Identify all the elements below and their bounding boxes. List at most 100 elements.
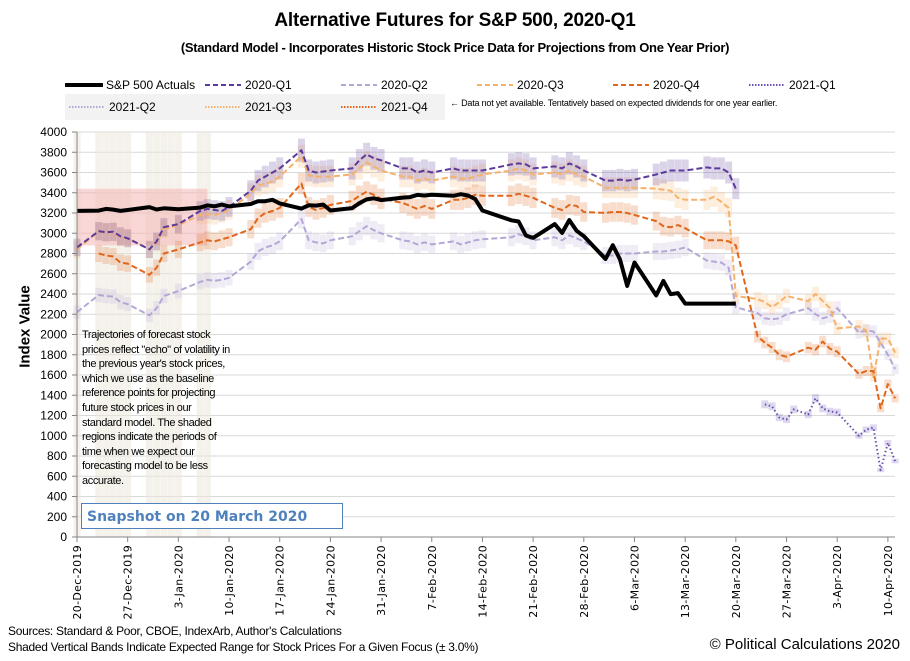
x-tick-label: 14-Feb-2020 bbox=[476, 545, 489, 618]
error-band bbox=[674, 159, 682, 182]
error-band bbox=[775, 349, 783, 361]
legend-item-2021-q3: 2021-Q3 bbox=[204, 98, 292, 116]
error-band bbox=[268, 236, 276, 255]
vertical-shade bbox=[153, 132, 161, 537]
error-band bbox=[399, 231, 407, 250]
legend-item-2021-q4: 2021-Q4 bbox=[340, 98, 428, 116]
error-band bbox=[413, 161, 421, 184]
error-band bbox=[891, 347, 899, 359]
error-band bbox=[768, 402, 776, 411]
shaded-region bbox=[77, 188, 208, 246]
x-tick-labels: 20-Dec-2019 27-Dec-2019 3-Jan-2020 10-Jan-2… bbox=[71, 545, 895, 620]
x-tick-label: 28-Feb-2020 bbox=[578, 545, 591, 618]
error-band bbox=[254, 242, 262, 261]
error-band bbox=[819, 404, 827, 413]
error-band bbox=[406, 195, 414, 216]
legend-swatch-2021-q2 bbox=[69, 106, 105, 108]
y-tick-label: 2200 bbox=[40, 307, 67, 321]
error-band bbox=[355, 185, 363, 207]
error-band bbox=[775, 311, 783, 325]
error-band bbox=[261, 203, 269, 223]
error-band bbox=[363, 181, 371, 203]
error-band bbox=[116, 254, 124, 271]
vertical-shade bbox=[102, 132, 110, 537]
error-band bbox=[377, 159, 385, 182]
chart-subtitle: (Standard Model - Incorporates Historic … bbox=[180, 40, 730, 55]
error-band bbox=[218, 272, 226, 288]
x-tick-label: 13-Mar-2020 bbox=[679, 545, 692, 618]
error-band bbox=[174, 214, 182, 234]
error-band bbox=[211, 232, 219, 251]
error-band bbox=[457, 159, 465, 182]
series-line-2020-q2 bbox=[76, 218, 896, 370]
error-band bbox=[406, 232, 414, 251]
legend-note: ← Data not yet available. Tentatively ba… bbox=[450, 98, 778, 108]
y-tick-label: 2600 bbox=[40, 267, 67, 281]
error-band bbox=[630, 168, 638, 191]
error-band bbox=[471, 165, 479, 188]
error-band bbox=[515, 157, 523, 180]
error-band bbox=[551, 161, 559, 184]
legend-label: 2021-Q2 bbox=[109, 100, 156, 114]
error-band bbox=[247, 183, 255, 205]
legend-item-2020-q3: 2020-Q3 bbox=[476, 76, 564, 94]
legend-label: 2021-Q1 bbox=[789, 78, 836, 92]
error-band bbox=[507, 159, 515, 182]
copyright: © Political Calculations 2020 bbox=[709, 636, 900, 653]
legend-swatch-2020-q4 bbox=[613, 84, 649, 86]
x-tick-label: 20-Mar-2020 bbox=[730, 545, 743, 618]
series-line-2020-q3 bbox=[76, 155, 896, 378]
axes bbox=[72, 131, 895, 542]
error-band bbox=[312, 165, 320, 188]
error-band bbox=[862, 426, 870, 433]
error-band bbox=[754, 291, 762, 307]
error-band bbox=[247, 180, 255, 202]
footer-sources: Sources: Standard & Poor, CBOE, IndexArb… bbox=[8, 623, 478, 655]
error-band bbox=[761, 336, 769, 349]
y-tick-label: 2000 bbox=[40, 328, 67, 342]
error-band bbox=[457, 189, 465, 210]
error-band bbox=[616, 177, 624, 199]
error-band bbox=[297, 144, 305, 168]
error-band bbox=[363, 142, 371, 166]
error-band bbox=[775, 295, 783, 310]
legend-item-2020-q1: 2020-Q1 bbox=[204, 76, 292, 94]
vertical-shade bbox=[124, 132, 132, 537]
error-band bbox=[811, 394, 819, 403]
x-tick-label: 27-Mar-2020 bbox=[781, 545, 794, 618]
legend-label: 2021-Q4 bbox=[381, 100, 428, 114]
y-tick-label: 1600 bbox=[40, 368, 67, 382]
error-band bbox=[768, 312, 776, 326]
error-band bbox=[869, 424, 877, 431]
series-line-s-p-500-actuals bbox=[76, 192, 736, 306]
error-band bbox=[826, 407, 834, 416]
legend-swatch-2021-q4 bbox=[341, 106, 377, 108]
error-band bbox=[319, 165, 327, 188]
error-band bbox=[580, 232, 588, 251]
x-tick-label: 27-Dec-2019 bbox=[122, 545, 135, 620]
vertical-shade bbox=[95, 132, 103, 537]
error-band bbox=[761, 400, 769, 409]
vertical-shade bbox=[116, 132, 124, 537]
chart-title: Alternative Futures for S&P 500, 2020-Q1 bbox=[274, 10, 636, 31]
error-band bbox=[732, 178, 740, 200]
legend-label: 2020-Q2 bbox=[381, 78, 428, 92]
error-band bbox=[703, 189, 711, 210]
error-band bbox=[254, 175, 262, 197]
error-band bbox=[558, 163, 566, 186]
snapshot-label: Snapshot on 20 March 2020 bbox=[81, 503, 343, 529]
series-line-2020-q4 bbox=[98, 182, 896, 410]
error-band bbox=[406, 157, 414, 180]
y-tick-label: 1800 bbox=[40, 348, 67, 362]
error-band bbox=[609, 177, 617, 199]
vertical-shade bbox=[174, 132, 182, 537]
y-tick-label: 400 bbox=[47, 490, 67, 504]
vertical-shade bbox=[196, 132, 204, 537]
error-band bbox=[261, 173, 269, 195]
legend-swatch-2021-q3 bbox=[205, 106, 241, 108]
error-band bbox=[211, 273, 219, 289]
error-band bbox=[348, 190, 356, 211]
error-band bbox=[551, 198, 559, 218]
y-tick-label: 3400 bbox=[40, 186, 67, 200]
